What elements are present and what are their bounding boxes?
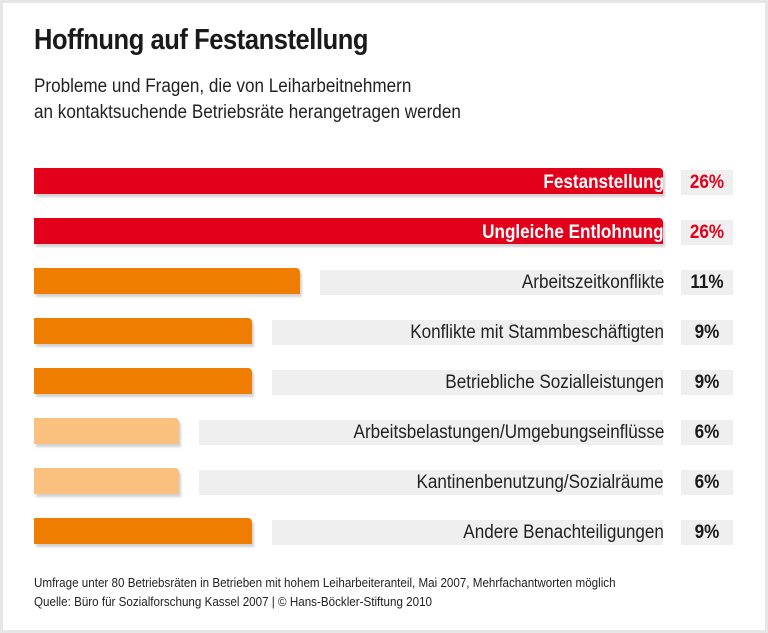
value-label: 9% bbox=[694, 322, 720, 343]
bar bbox=[34, 268, 301, 294]
value-label: 26% bbox=[689, 172, 725, 193]
value-label: 6% bbox=[694, 422, 720, 443]
bar-row: Arbeitszeitkonflikte 11% bbox=[0, 268, 768, 298]
chart-title: Hoffnung auf Festanstellung bbox=[34, 24, 369, 56]
category-label: Kantinenbenutzung/Sozialräume bbox=[416, 472, 664, 493]
category-label: Betriebliche Sozialleistungen bbox=[445, 372, 664, 393]
value-label-background bbox=[681, 270, 733, 295]
bar bbox=[34, 318, 252, 344]
bar-row: Arbeitsbelastungen/Umgebungseinflüsse 6% bbox=[0, 418, 768, 448]
bar-row: Festanstellung 26% bbox=[0, 168, 768, 198]
value-label: 9% bbox=[694, 372, 720, 393]
chart-subtitle-line-1: Probleme und Fragen, die von Leiharbeitn… bbox=[34, 76, 412, 97]
value-label-background bbox=[681, 470, 733, 495]
bar-row: Kantinenbenutzung/Sozialräume 6% bbox=[0, 468, 768, 498]
category-label: Arbeitszeitkonflikte bbox=[521, 272, 664, 293]
category-label: Festanstellung bbox=[543, 172, 664, 193]
bar bbox=[34, 368, 252, 394]
value-label-background bbox=[681, 520, 733, 545]
value-label: 9% bbox=[694, 522, 720, 543]
bar bbox=[34, 218, 663, 244]
value-label-background bbox=[681, 320, 733, 345]
value-label: 26% bbox=[689, 222, 725, 243]
footnote-source: Quelle: Büro für Sozialforschung Kassel … bbox=[34, 595, 433, 609]
chart-subtitle-line-2: an kontaktsuchende Betriebsräte heranget… bbox=[34, 102, 461, 123]
category-label-background bbox=[320, 270, 663, 295]
bar bbox=[34, 518, 252, 544]
bar bbox=[34, 418, 180, 444]
bar-row: Andere Benachteiligungen 9% bbox=[0, 518, 768, 548]
category-label-background bbox=[271, 320, 663, 345]
value-label: 11% bbox=[690, 272, 724, 293]
category-label: Arbeitsbelastungen/Umgebungseinflüsse bbox=[353, 422, 664, 443]
category-label-background bbox=[199, 420, 663, 445]
category-label-background bbox=[271, 520, 663, 545]
bar bbox=[34, 468, 180, 494]
value-label-background bbox=[681, 170, 733, 195]
bar-row: Betriebliche Sozialleistungen 9% bbox=[0, 368, 768, 398]
bar bbox=[34, 168, 663, 194]
category-label: Andere Benachteiligungen bbox=[463, 522, 664, 543]
category-label: Konflikte mit Stammbeschäftigten bbox=[410, 322, 664, 343]
value-label-background bbox=[681, 370, 733, 395]
category-label: Ungleiche Entlohnung bbox=[482, 222, 664, 243]
bar-row: Konflikte mit Stammbeschäftigten 9% bbox=[0, 318, 768, 348]
value-label-background bbox=[681, 420, 733, 445]
value-label: 6% bbox=[694, 472, 720, 493]
category-label-background bbox=[271, 370, 663, 395]
bar-row: Ungleiche Entlohnung 26% bbox=[0, 218, 768, 248]
category-label-background bbox=[199, 470, 663, 495]
value-label-background bbox=[681, 220, 733, 245]
footnote-survey: Umfrage unter 80 Betriebsräten in Betrie… bbox=[34, 576, 616, 590]
